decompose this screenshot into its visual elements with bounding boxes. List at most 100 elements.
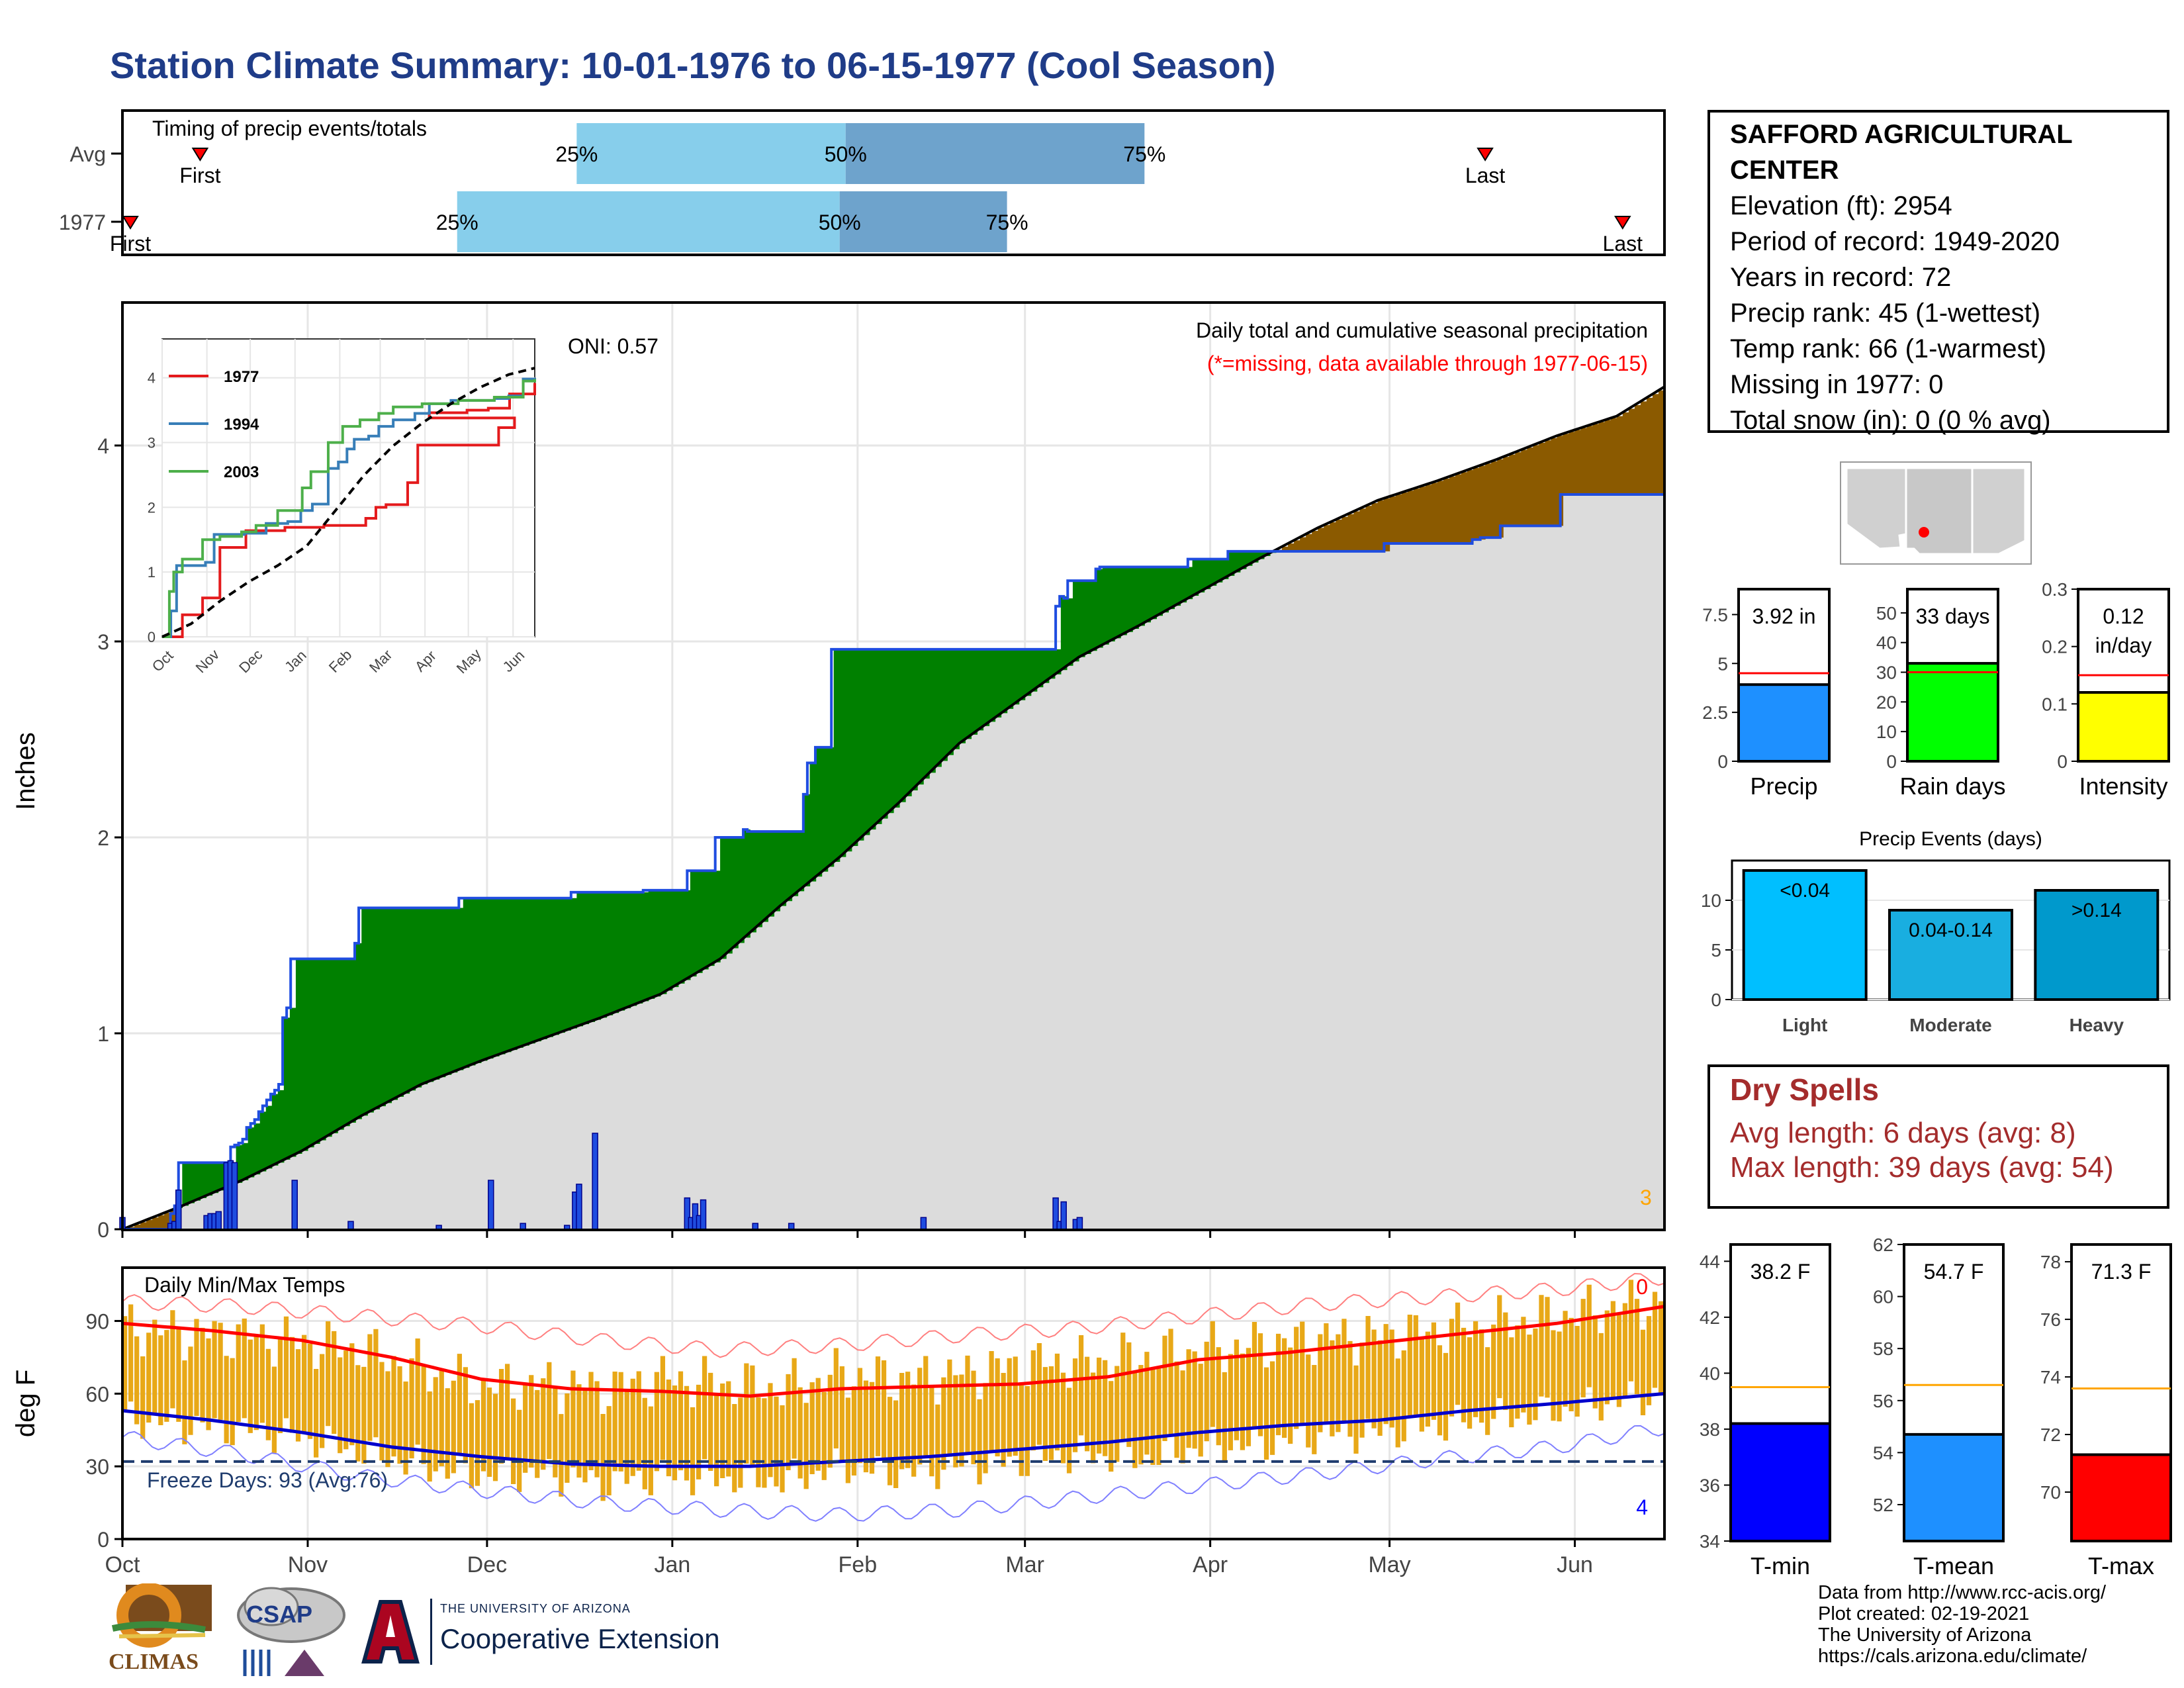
temp-summary-2-ytick-label: 70 [2040, 1482, 2061, 1503]
temp-summary-0-ytick-label: 36 [1700, 1475, 1720, 1495]
location-map [1840, 461, 2032, 565]
inset-ytick-label: 4 [148, 370, 156, 387]
precip-daily-bar [291, 1180, 298, 1230]
temp-summary-2-ytick-label: 74 [2040, 1367, 2061, 1387]
oni-label: ONI: 0.57 [568, 334, 659, 358]
precip-ytick-label: 0 [97, 1218, 109, 1242]
precip-summary-2-ytick-label: 0 [2057, 751, 2068, 772]
temps-ylabel: deg F [11, 1370, 40, 1437]
precip-daily-bar [920, 1217, 927, 1230]
precip-summary-1-ytick-label: 30 [1876, 663, 1897, 683]
temp-summary-1-label: T-mean [1913, 1552, 1994, 1579]
temps-xtick-label: Oct [105, 1552, 140, 1577]
temp-summary-0-value: 38.2 F [1751, 1260, 1811, 1284]
precip-summary-2-ytick-label: 0.3 [2042, 579, 2068, 600]
inset-line-avg [161, 367, 535, 638]
credits-created: Plot created: 02-19-2021 [1818, 1603, 2030, 1624]
precip-summary-2-ytick-label: 0.1 [2042, 694, 2068, 714]
precip-summary-0-bar [1737, 683, 1831, 763]
precip-daily-bar [700, 1199, 707, 1230]
temp-summary-0-ytick-label: 44 [1700, 1251, 1720, 1272]
timing-q50-label: 50% [825, 142, 867, 166]
events-category-label: Heavy [2070, 1015, 2124, 1035]
precip-summary-1-label: Rain days [1899, 773, 2005, 800]
temps-freeze-label: Freeze Days: 93 (Avg:76) [147, 1468, 388, 1492]
precip-ytick-label: 1 [97, 1022, 109, 1046]
precip-summary-1-ytick-label: 40 [1876, 633, 1897, 653]
timing-first-label: First [179, 164, 220, 187]
temps-record-max-line [122, 1273, 1665, 1358]
precip-summary-2-value: 0.12 [2103, 604, 2144, 628]
timing-bar-q25-q50 [576, 123, 846, 184]
temps-hot-count: 0 [1636, 1275, 1648, 1299]
inset-ytick-label: 0 [148, 629, 156, 645]
precip-daily-bar [520, 1223, 526, 1230]
precip-daily-bar [592, 1133, 598, 1230]
station-elevation: Elevation (ft): 2954 [1730, 191, 1952, 220]
temp-summary-0-ytick-label: 40 [1700, 1363, 1720, 1383]
temps-title: Daily Min/Max Temps [144, 1273, 345, 1297]
precip-summary-1-ytick-label: 0 [1886, 751, 1897, 772]
timing-first-marker [122, 216, 139, 230]
precip-daily-bar [1076, 1217, 1083, 1230]
precip-summary-2-value-unit: in/day [2095, 633, 2152, 657]
precip-daily-bar [231, 1162, 238, 1230]
temp-summary-1-value: 54.7 F [1924, 1260, 1984, 1284]
timing-row-label: 1977 [59, 211, 106, 234]
temps-xtick-label: Jun [1557, 1552, 1593, 1577]
precip-daily-bar [347, 1221, 354, 1230]
temp-summary-0-ytick-label: 34 [1700, 1531, 1720, 1552]
dry-spells-box: Dry Spells Avg length: 6 days (avg: 8) M… [1707, 1064, 2169, 1209]
precip-summary-2-label: Intensity [2079, 773, 2167, 800]
temps-cold-count: 4 [1636, 1495, 1648, 1519]
credits-source: Data from http://www.rcc-acis.org/ [1818, 1582, 2107, 1603]
precip-ytick-label: 2 [97, 826, 109, 850]
temp-summary-2-value: 71.3 F [2091, 1260, 2152, 1284]
precip-summary-1-ytick-label: 50 [1876, 603, 1897, 624]
inset-legend-label: 1994 [224, 416, 259, 434]
temps-ytick-label: 0 [97, 1528, 109, 1552]
csap-logo: CSAP [232, 1583, 347, 1683]
temps-ytick-label: 30 [85, 1455, 109, 1479]
inset-legend-label: 1977 [224, 368, 259, 386]
dry-spells-avg: Avg length: 6 days (avg: 8) [1730, 1117, 2076, 1149]
ua-big-text: Cooperative Extension [440, 1623, 720, 1654]
precip-area-avg-above-obs [128, 390, 1665, 1229]
precip-ytick-label: 3 [97, 630, 109, 654]
events-bar-label: 0.04-0.14 [1909, 919, 1993, 941]
station-temp-rank: Temp rank: 66 (1-warmest) [1730, 334, 2046, 363]
temp-summary-2-ytick-label: 78 [2040, 1252, 2061, 1272]
events-category-label: Light [1782, 1015, 1827, 1035]
ua-divider [430, 1599, 432, 1665]
timing-last-label: Last [1465, 164, 1506, 187]
precip-daily-bar [1060, 1201, 1067, 1230]
events-ytick-label: 0 [1711, 990, 1721, 1010]
timing-bar-q25-q50 [457, 191, 840, 252]
temp-summary-1-ytick-label: 52 [1873, 1495, 1893, 1515]
temps-panel-frame [121, 1266, 1666, 1540]
precip-area-base [122, 461, 1664, 1230]
timing-last-marker [1614, 216, 1631, 230]
credits-url: https://cals.arizona.edu/climate/ [1818, 1646, 2087, 1667]
temps-daily-bars [122, 1280, 1664, 1501]
precip-daily-bar [576, 1184, 582, 1230]
events-ytick-label: 10 [1701, 890, 1721, 911]
precip-ytick-label: 4 [97, 434, 109, 458]
temps-xtick-label: Dec [467, 1552, 507, 1577]
timing-q75-label: 75% [1123, 142, 1165, 166]
station-marker [1919, 527, 1929, 538]
temps-xtick-label: Mar [1005, 1552, 1044, 1577]
temps-avg-max-line [122, 1305, 1665, 1398]
inset-legend-label: 2003 [224, 463, 259, 481]
timing-bar-q50-q75 [839, 191, 1007, 252]
credits: Data from http://www.rcc-acis.org/ Plot … [1818, 1582, 2106, 1667]
precip-summary-1-ytick-label: 10 [1876, 722, 1897, 742]
timing-bar-q50-q75 [845, 123, 1145, 184]
temp-summary-1-ytick-label: 60 [1873, 1287, 1893, 1307]
dry-spells-title: Dry Spells [1730, 1072, 1879, 1107]
temp-summary-2-bar [2070, 1453, 2172, 1543]
precip-daily-bar [788, 1223, 795, 1230]
temps-xtick-label: Nov [288, 1552, 328, 1577]
temps-ytick-label: 90 [85, 1310, 109, 1334]
precip-summary-0-label: Precip [1750, 773, 1817, 800]
